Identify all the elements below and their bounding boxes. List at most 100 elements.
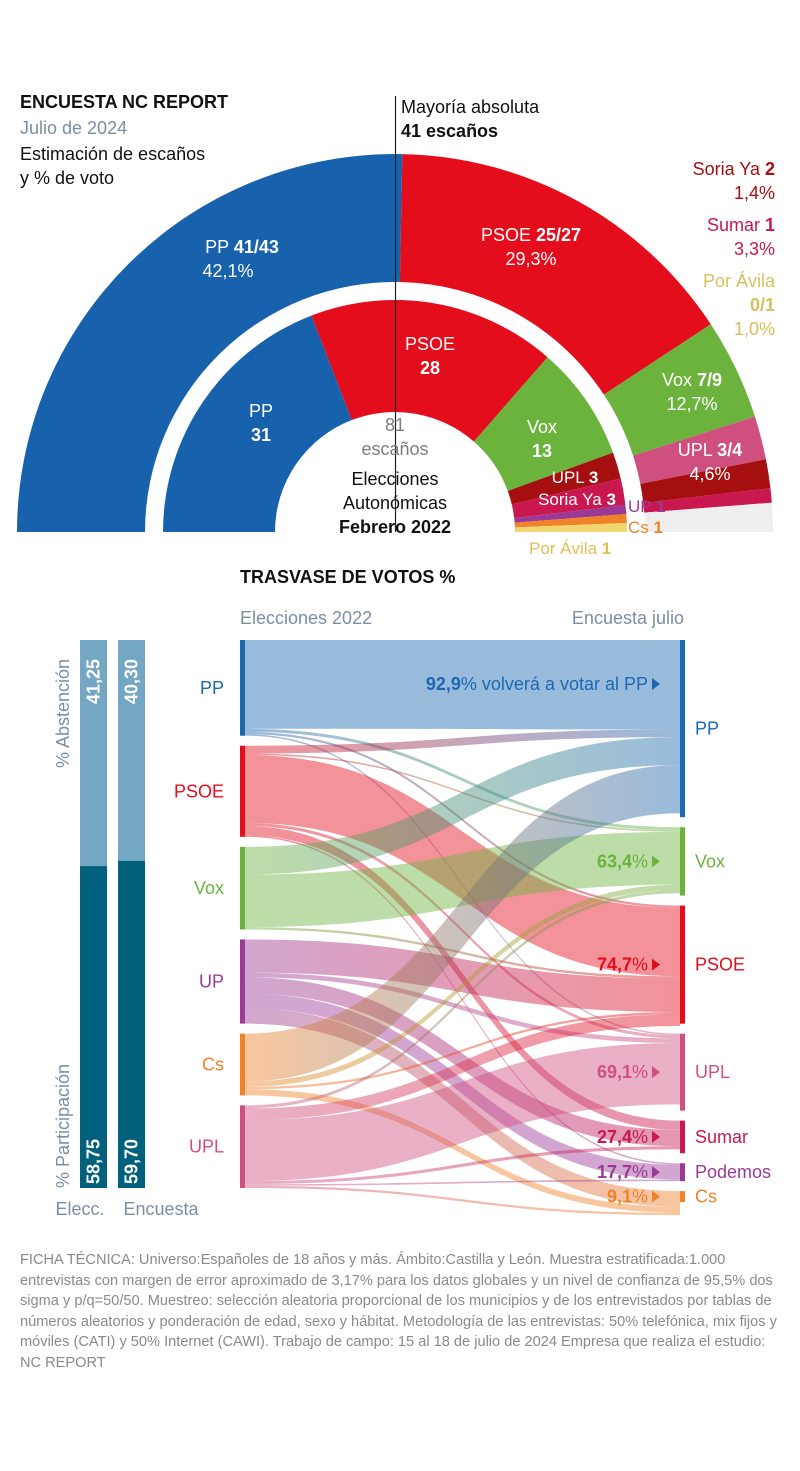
target-node-upl [680,1033,685,1111]
target-label-pp: PP [695,719,719,739]
target-label-psoe: PSOE [695,955,745,975]
survey-hemicycle [17,154,773,533]
flow-upl-to-sumar [245,1146,680,1185]
chart-title: ENCUESTA NC REPORT [20,92,228,112]
elecc-abstention-bar [80,640,107,867]
retention-label-psoe: 74,7% [597,955,648,975]
source-label-upl: UPL [189,1137,224,1157]
retention-arrow-cs [652,1190,660,1203]
sankey-flows [245,640,680,1216]
flow-cs-to-pp [245,765,680,1082]
center-line-2: Autonómicas [343,493,447,513]
survey-pp-vote: 42,1% [202,261,253,281]
source-label-pp: PP [200,678,224,698]
flow-cs-to-psoe [245,1012,680,1090]
retention-label-vox: 63,4% [597,851,648,871]
chart-subtitle-2: y % de voto [20,168,114,188]
target-label-podemos: Podemos [695,1162,771,1182]
target-node-podemos [680,1163,685,1182]
election-cs-segment [514,514,627,528]
retention-arrow-pp [652,678,660,690]
survey-sumar-segment [643,488,772,513]
survey-soriaya-seats: 2 [765,159,775,179]
retention-label-podemos: 17,7% [597,1162,648,1182]
election-upl-label: UPL 3 [552,468,599,487]
target-label-upl: UPL [695,1062,730,1082]
election-por-avila-segment [514,523,627,532]
majority-label: Mayoría absoluta [401,97,540,117]
flow-left-header: Elecciones 2022 [240,608,372,628]
target-node-psoe [680,905,685,1024]
election-hemicycle [163,300,627,532]
flow-vox-to-vox [245,831,680,928]
abstention-axis-label: % Abstención [53,659,73,768]
election-up-label: UP 1 [628,497,666,516]
retention-arrow-upl [652,1066,660,1079]
survey-vox-seats: 7/9 [697,370,722,390]
survey-vox-label: Vox 7/9 [662,370,722,390]
election-psoe-seats: 28 [420,358,440,378]
technical-sheet: FICHA TÉCNICA: Universo:Españoles de 18 … [20,1252,777,1371]
elecc-participation-bar [80,866,107,1188]
flow-upl-to-vox [245,890,680,1109]
election-soriaya-label: Soria Ya 3 [538,490,616,509]
election-pp-name: PP [249,401,273,421]
flow-psoe-to-pp [245,729,680,754]
target-node-cs [680,1191,685,1202]
survey-upl-label: UPL 3/4 [678,440,742,460]
flow-up-to-upl [245,972,680,1044]
source-label-vox: Vox [194,878,224,898]
survey-pp-segment [17,154,403,533]
retention-arrow-sumar [652,1130,660,1143]
encuesta-participation-bar [118,860,145,1188]
chart-subtitle-1: Estimación de escaños [20,144,205,164]
retention-arrow-podemos [652,1166,660,1179]
survey-upl-vote: 4,6% [689,464,730,484]
flow-upl-to-psoe [245,1014,680,1121]
elecc-bar-label: Elecc. [55,1199,104,1219]
encuesta-participation-value: 59,70 [122,1139,142,1184]
election-psoe-name: PSOE [405,334,455,354]
chart-date: Julio de 2024 [20,118,127,138]
election-vox-seats: 13 [532,441,552,461]
encuesta-bar-label: Encuesta [123,1199,199,1219]
target-label-sumar: Sumar [695,1127,748,1147]
flow-title: TRASVASE DE VOTOS % [240,567,455,587]
center-total-number: 81 [385,415,405,435]
survey-psoe-seats: 25/27 [536,225,581,245]
flow-pp-to-pp [245,640,680,730]
source-label-psoe: PSOE [174,781,224,801]
center-total-label: escaños [361,439,428,459]
election-upl-segment [507,452,621,505]
survey-undecided-segment [644,502,773,532]
survey-soriaya-vote: 1,4% [734,183,775,203]
survey-avila-name: Por Ávila [703,271,776,291]
source-node-vox [240,846,245,930]
flow-upl-to-cs [245,1185,680,1216]
survey-upl-segment [633,416,766,484]
flow-vox-to-pp [245,737,680,875]
target-label-vox: Vox [695,851,725,871]
center-line-3: Febrero 2022 [339,517,451,537]
flow-cs-to-cs [245,1089,680,1213]
survey-soria-ya-segment [640,459,771,503]
election-cs-label: Cs 1 [628,518,663,537]
elecc-participation-value: 58,75 [84,1139,104,1184]
retention-arrow-vox [652,855,660,868]
flow-pp-to-vox [245,728,680,831]
sankey-nodes [240,640,685,1202]
source-node-cs [240,1033,245,1096]
survey-avila-vote: 1,0% [734,319,775,339]
survey-psoe-vote: 29,3% [505,249,556,269]
center-line-1: Elecciones [351,469,438,489]
election-soria-ya-segment [511,478,626,519]
retention-label-cs: 9,1% [607,1187,648,1207]
retention-label-pp: 92,9% volverá a votar al PP [426,674,648,694]
election-up-segment [514,505,627,523]
flow-up-to-psoe [245,939,680,1013]
survey-pp-label: PP 41/43 [205,237,279,257]
source-label-up: UP [199,972,224,992]
target-node-pp [680,640,685,818]
target-node-vox [680,827,685,896]
retention-label-upl: 69,1% [597,1062,648,1082]
